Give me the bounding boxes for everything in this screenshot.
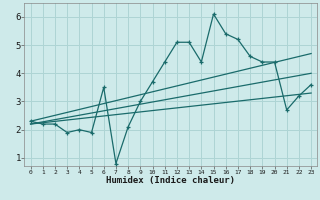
X-axis label: Humidex (Indice chaleur): Humidex (Indice chaleur) — [106, 176, 235, 185]
